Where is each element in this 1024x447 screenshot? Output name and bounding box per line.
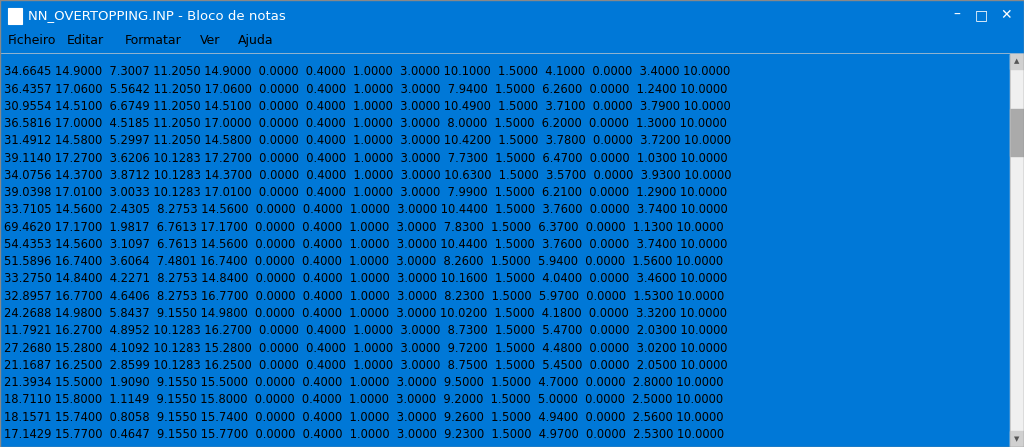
Text: ▲: ▲ (1014, 59, 1020, 64)
Text: 51.5896 16.7400  3.6064  7.4801 16.7400  0.0000  0.4000  1.0000  3.0000  8.2600 : 51.5896 16.7400 3.6064 7.4801 16.7400 0.… (4, 255, 723, 268)
Text: 21.3934 15.5000  1.9090  9.1550 15.5000  0.0000  0.4000  1.0000  3.0000  9.5000 : 21.3934 15.5000 1.9090 9.1550 15.5000 0.… (4, 376, 724, 389)
Text: 24.2688 14.9800  5.8437  9.1550 14.9800  0.0000  0.4000  1.0000  3.0000 10.0200 : 24.2688 14.9800 5.8437 9.1550 14.9800 0.… (4, 307, 727, 320)
Text: 11.7921 16.2700  4.8952 10.1283 16.2700  0.0000  0.4000  1.0000  3.0000  8.7300 : 11.7921 16.2700 4.8952 10.1283 16.2700 0… (4, 324, 728, 337)
Bar (1010, 54, 1024, 447)
Text: 39.0398 17.0100  3.0033 10.1283 17.0100  0.0000  0.4000  1.0000  3.0000  7.9900 : 39.0398 17.0100 3.0033 10.1283 17.0100 0… (4, 186, 727, 199)
Bar (1010, 431, 1024, 447)
Text: 27.2680 15.2800  4.1092 10.1283 15.2800  0.0000  0.4000  1.0000  3.0000  9.7200 : 27.2680 15.2800 4.1092 10.1283 15.2800 0… (4, 342, 727, 354)
Text: 34.0756 14.3700  3.8712 10.1283 14.3700  0.0000  0.4000  1.0000  3.0000 10.6300 : 34.0756 14.3700 3.8712 10.1283 14.3700 0… (4, 169, 731, 182)
Bar (8, 8, 22, 24)
Bar (1010, 109, 1024, 156)
Text: 69.4620 17.1700  1.9817  6.7613 17.1700  0.0000  0.4000  1.0000  3.0000  7.8300 : 69.4620 17.1700 1.9817 6.7613 17.1700 0.… (4, 221, 724, 234)
Text: □: □ (975, 8, 987, 22)
Text: 18.7110 15.8000  1.1149  9.1550 15.8000  0.0000  0.4000  1.0000  3.0000  9.2000 : 18.7110 15.8000 1.1149 9.1550 15.8000 0.… (4, 393, 723, 406)
Text: NN_OVERTOPPING.INP - Bloco de notas: NN_OVERTOPPING.INP - Bloco de notas (28, 8, 286, 22)
Text: 18.1571 15.7400  0.8058  9.1550 15.7400  0.0000  0.4000  1.0000  3.0000  9.2600 : 18.1571 15.7400 0.8058 9.1550 15.7400 0.… (4, 410, 724, 423)
Text: 30.9554 14.5100  6.6749 11.2050 14.5100  0.0000  0.4000  1.0000  3.0000 10.4900 : 30.9554 14.5100 6.6749 11.2050 14.5100 0… (4, 100, 731, 113)
Text: 54.4353 14.5600  3.1097  6.7613 14.5600  0.0000  0.4000  1.0000  3.0000 10.4400 : 54.4353 14.5600 3.1097 6.7613 14.5600 0.… (4, 238, 727, 251)
Text: ▼: ▼ (1014, 436, 1020, 442)
Text: 33.7105 14.5600  2.4305  8.2753 14.5600  0.0000  0.4000  1.0000  3.0000 10.4400 : 33.7105 14.5600 2.4305 8.2753 14.5600 0.… (4, 203, 728, 216)
Text: 21.1687 16.2500  2.8599 10.1283 16.2500  0.0000  0.4000  1.0000  3.0000  8.7500 : 21.1687 16.2500 2.8599 10.1283 16.2500 0… (4, 359, 728, 372)
Text: Formatar: Formatar (125, 34, 181, 47)
Text: 31.4912 14.5800  5.2997 11.2050 14.5800  0.0000  0.4000  1.0000  3.0000 10.4200 : 31.4912 14.5800 5.2997 11.2050 14.5800 0… (4, 135, 731, 148)
Text: 32.8957 16.7700  4.6406  8.2753 16.7700  0.0000  0.4000  1.0000  3.0000  8.2300 : 32.8957 16.7700 4.6406 8.2753 16.7700 0.… (4, 290, 724, 303)
Text: Ver: Ver (200, 34, 220, 47)
Text: ✕: ✕ (999, 8, 1012, 22)
Text: 36.5816 17.0000  4.5185 11.2050 17.0000  0.0000  0.4000  1.0000  3.0000  8.0000 : 36.5816 17.0000 4.5185 11.2050 17.0000 0… (4, 117, 727, 130)
Text: 33.2750 14.8400  4.2271  8.2753 14.8400  0.0000  0.4000  1.0000  3.0000 10.1600 : 33.2750 14.8400 4.2271 8.2753 14.8400 0.… (4, 273, 727, 286)
Text: Editar: Editar (67, 34, 103, 47)
Text: Ajuda: Ajuda (238, 34, 273, 47)
Text: –: – (953, 8, 959, 22)
Text: Ficheiro: Ficheiro (8, 34, 56, 47)
Text: 34.6645 14.9000  7.3007 11.2050 14.9000  0.0000  0.4000  1.0000  3.0000 10.1000 : 34.6645 14.9000 7.3007 11.2050 14.9000 0… (4, 65, 730, 78)
Text: 17.1429 15.7700  0.4647  9.1550 15.7700  0.0000  0.4000  1.0000  3.0000  9.2300 : 17.1429 15.7700 0.4647 9.1550 15.7700 0.… (4, 428, 724, 441)
Bar (1010, 54, 1024, 69)
Text: 39.1140 17.2700  3.6206 10.1283 17.2700  0.0000  0.4000  1.0000  3.0000  7.7300 : 39.1140 17.2700 3.6206 10.1283 17.2700 0… (4, 152, 728, 164)
Text: 36.4357 17.0600  5.5642 11.2050 17.0600  0.0000  0.4000  1.0000  3.0000  7.9400 : 36.4357 17.0600 5.5642 11.2050 17.0600 0… (4, 83, 727, 96)
